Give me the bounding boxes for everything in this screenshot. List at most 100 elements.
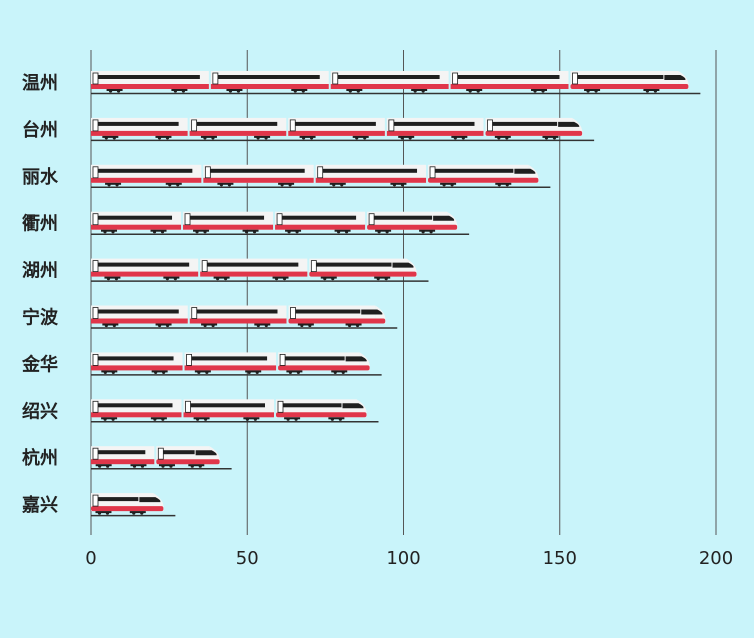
train-wheel xyxy=(408,136,412,140)
train-bogie xyxy=(217,182,234,185)
train-stripe xyxy=(288,318,386,324)
train-wheel xyxy=(376,277,380,281)
train-wheel xyxy=(421,89,425,93)
train-wheel xyxy=(103,370,107,374)
train-wheel xyxy=(161,464,165,468)
train-wheel xyxy=(355,136,359,140)
train-door xyxy=(92,353,99,366)
train-wheel xyxy=(198,464,202,468)
train-bogie xyxy=(584,89,601,91)
train-wheel xyxy=(476,89,480,93)
train-stripe xyxy=(288,130,385,136)
train-bogie xyxy=(188,464,205,467)
train-wheel xyxy=(224,277,228,281)
train-door xyxy=(92,72,99,85)
train-door xyxy=(92,119,99,132)
train-bogie xyxy=(200,135,217,138)
train-wheel xyxy=(355,323,360,328)
train-wheel xyxy=(157,323,162,328)
train-window-band xyxy=(283,356,345,361)
train-stripe xyxy=(276,412,367,418)
train-stripe xyxy=(91,506,164,512)
train-wheel xyxy=(203,230,207,234)
train-wheel xyxy=(245,417,249,421)
train-wheel xyxy=(347,323,352,328)
train-wheel xyxy=(497,136,501,140)
train-wheel xyxy=(216,277,220,281)
train-wheel xyxy=(195,230,199,234)
train-wheel xyxy=(348,89,352,93)
train-window-band xyxy=(372,215,433,220)
train-window-band xyxy=(281,403,342,408)
train-door xyxy=(310,260,317,273)
train-stripe xyxy=(210,84,329,89)
train-wheel xyxy=(114,277,119,281)
train-wheel xyxy=(505,136,509,140)
train-wheel xyxy=(203,136,207,140)
train-bogie xyxy=(104,276,121,279)
train-wheel xyxy=(421,230,425,234)
train-wheel xyxy=(190,464,194,468)
train-windshield xyxy=(139,497,161,503)
train-bogie xyxy=(101,417,118,420)
x-tick-label-0: 0 xyxy=(85,548,96,569)
train-bogie xyxy=(284,417,301,420)
bar-train-1 xyxy=(91,117,595,142)
train-windshield xyxy=(514,168,536,174)
train-stripe xyxy=(184,365,277,371)
train-stripe xyxy=(91,177,202,183)
train-window-band xyxy=(188,215,265,220)
train-door xyxy=(185,400,191,413)
train-bogie xyxy=(466,89,483,91)
train-stripe xyxy=(367,224,458,230)
train-bogie xyxy=(101,370,118,373)
train-door xyxy=(92,213,99,226)
train-wheel xyxy=(300,323,304,328)
train-bogie xyxy=(375,229,392,232)
train-stripe xyxy=(275,224,366,230)
train-window-band xyxy=(96,356,174,361)
train-stripe xyxy=(91,459,155,465)
train-wheel xyxy=(344,230,349,234)
train-bogie xyxy=(297,323,314,326)
train-stripe xyxy=(203,177,314,183)
train-door xyxy=(487,119,493,132)
train-door xyxy=(201,260,208,273)
train-window-band xyxy=(320,168,418,173)
train-stripe xyxy=(91,318,188,324)
train-wheel xyxy=(340,183,344,187)
train-bogie xyxy=(158,464,175,467)
train-door xyxy=(92,166,99,179)
train-bogie xyxy=(95,511,112,514)
train-wheel xyxy=(197,370,201,374)
train-stripe xyxy=(91,365,183,371)
train-windshield xyxy=(558,121,580,127)
train-bogie xyxy=(105,182,122,185)
train-bogie xyxy=(165,182,182,185)
train-wheel xyxy=(287,230,291,234)
train-wheel xyxy=(252,230,257,234)
train-wheel xyxy=(157,136,162,140)
train-wheel xyxy=(107,183,111,187)
train-wheel xyxy=(219,183,224,187)
train-wheel xyxy=(176,183,180,187)
train-wheel xyxy=(132,464,137,468)
train-door xyxy=(92,400,99,413)
train-stripe xyxy=(386,130,484,136)
train-stripe xyxy=(91,84,209,89)
train-wheel xyxy=(115,183,119,187)
train-wheel xyxy=(181,89,186,93)
train-window-band xyxy=(194,121,278,126)
train-stripe xyxy=(91,130,188,136)
train-wheel xyxy=(450,183,454,187)
category-label: 台州 xyxy=(22,119,58,141)
train-bogie xyxy=(320,276,337,279)
x-tick-label-200: 200 xyxy=(699,548,733,569)
train-bogie xyxy=(390,182,407,185)
train-stripe xyxy=(278,365,370,371)
train-windshield xyxy=(392,262,414,268)
train-bogie xyxy=(494,135,511,138)
train-door xyxy=(277,400,284,413)
train-bogie xyxy=(193,229,210,232)
